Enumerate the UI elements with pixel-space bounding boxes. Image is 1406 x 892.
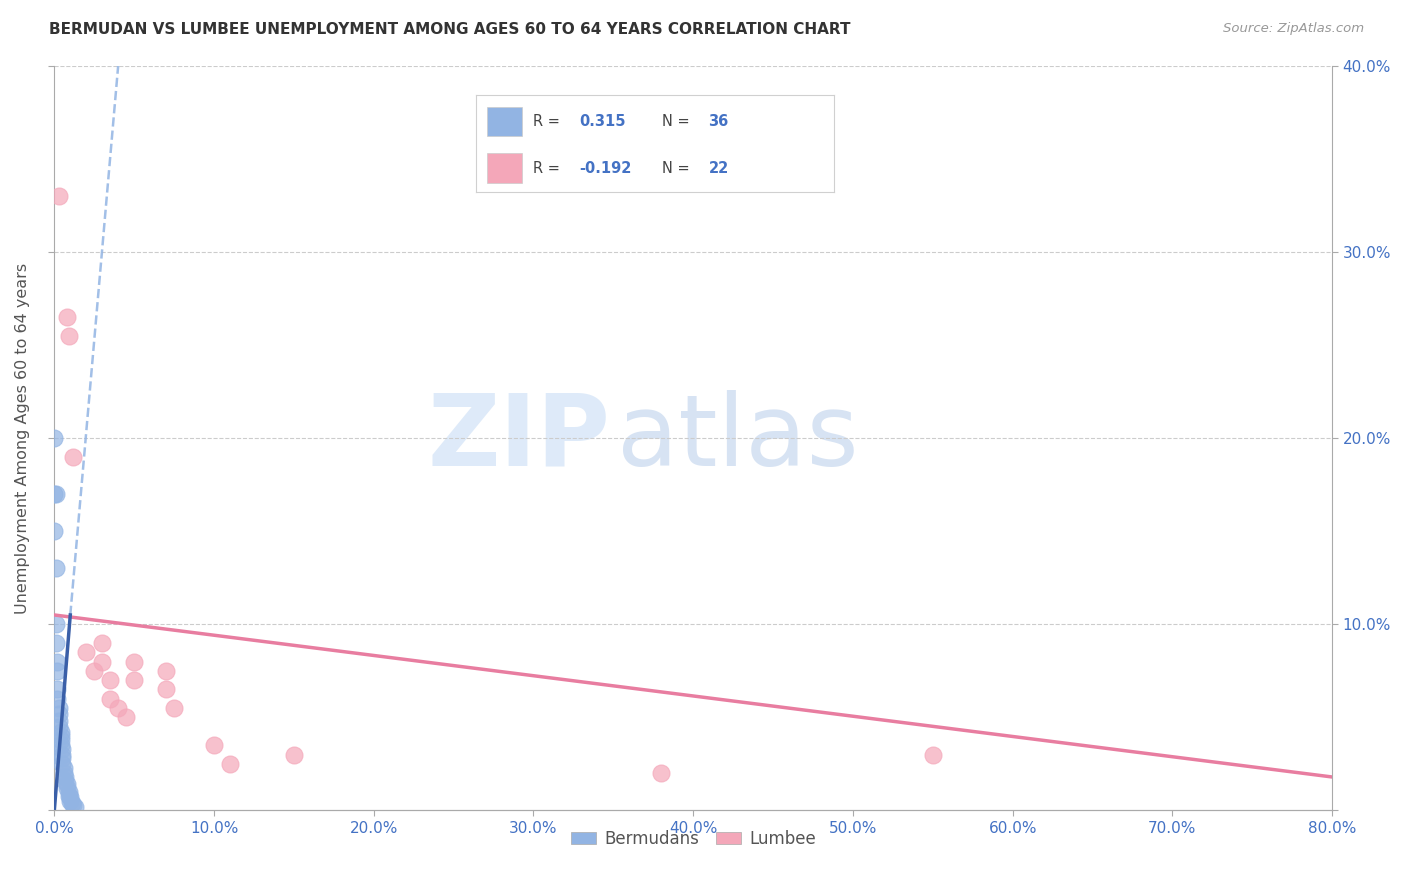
Point [56, 777, 79, 791]
Point [48, 706, 70, 721]
Point [55, 770, 77, 784]
Point [49, 732, 72, 747]
Point [283, 747, 305, 762]
Point [63, 799, 86, 814]
Point [46, 682, 69, 697]
Point [46, 655, 69, 669]
Y-axis label: Unemployment Among Ages 60 to 64 years: Unemployment Among Ages 60 to 64 years [15, 262, 30, 614]
Point [98, 673, 121, 687]
Point [163, 701, 186, 715]
Point [52, 766, 75, 780]
Point [51, 751, 73, 765]
Text: BERMUDAN VS LUMBEE UNEMPLOYMENT AMONG AGES 60 TO 64 YEARS CORRELATION CHART: BERMUDAN VS LUMBEE UNEMPLOYMENT AMONG AG… [49, 22, 851, 37]
Point [56, 310, 79, 324]
Point [115, 710, 138, 724]
Point [51, 742, 73, 756]
Point [75, 645, 97, 659]
Point [51, 756, 73, 771]
Text: Source: ZipAtlas.com: Source: ZipAtlas.com [1223, 22, 1364, 36]
Point [98, 691, 121, 706]
Point [202, 739, 225, 753]
Point [83, 664, 105, 678]
Point [46, 664, 69, 678]
Point [62, 450, 84, 464]
Point [45, 636, 67, 650]
Point [45, 487, 67, 501]
Point [56, 781, 79, 796]
Point [45, 561, 67, 575]
Point [91, 655, 114, 669]
Point [44, 487, 66, 501]
Point [44, 431, 66, 445]
Point [921, 747, 943, 762]
Point [122, 655, 145, 669]
Point [48, 189, 70, 203]
Point [59, 790, 82, 805]
Point [58, 785, 80, 799]
Point [650, 766, 672, 780]
Point [219, 756, 242, 771]
Point [58, 328, 80, 343]
Point [155, 682, 177, 697]
Point [49, 725, 72, 739]
Point [48, 720, 70, 734]
Point [51, 747, 73, 762]
Text: ZIP: ZIP [427, 390, 610, 486]
Point [122, 673, 145, 687]
Legend: Bermudans, Lumbee: Bermudans, Lumbee [564, 823, 823, 855]
Point [48, 701, 70, 715]
Text: atlas: atlas [616, 390, 858, 486]
Point [55, 773, 77, 788]
Point [58, 789, 80, 803]
Point [49, 739, 72, 753]
Point [62, 797, 84, 812]
Point [44, 524, 66, 538]
Point [46, 691, 69, 706]
Point [52, 761, 75, 775]
Point [45, 617, 67, 632]
Point [60, 796, 83, 810]
Point [49, 729, 72, 743]
Point [59, 794, 82, 808]
Point [155, 664, 177, 678]
Point [91, 636, 114, 650]
Point [48, 714, 70, 728]
Point [107, 701, 129, 715]
